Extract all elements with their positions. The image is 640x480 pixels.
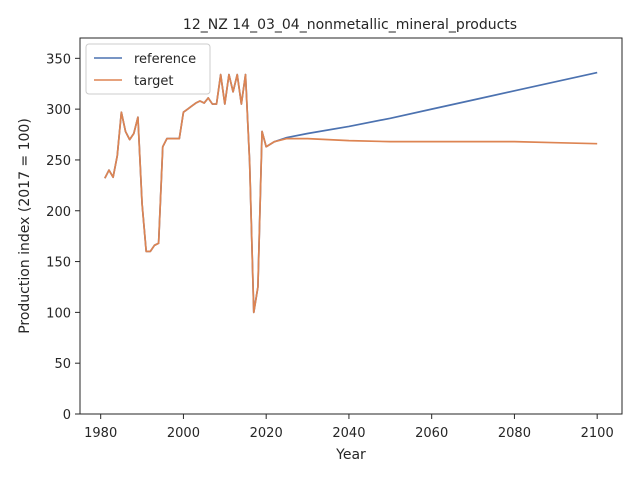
y-tick-label: 200 [46,205,71,220]
series-layer [104,71,598,314]
y-tick-label: 50 [54,357,71,372]
y-tick-label: 100 [46,306,71,321]
y-tick-label: 350 [46,52,71,67]
legend-box [85,43,211,95]
x-tick-label: 2040 [332,426,365,441]
legend: reference target [85,43,211,95]
legend-label-target: target [134,74,174,89]
y-tick-label: 300 [46,103,71,118]
chart-title: 12_NZ 14_03_04_nonmetallic_mineral_produ… [183,17,517,33]
y-axis-ticks: 0 50 100 150 200 250 300 350 [46,52,80,423]
x-tick-label: 2100 [581,426,614,441]
x-tick-label: 1980 [84,426,117,441]
x-tick-label: 2060 [415,426,448,441]
x-tick-label: 2000 [167,426,200,441]
y-tick-label: 0 [63,408,71,423]
legend-label-reference: reference [134,52,196,67]
series-line-reference [104,71,598,314]
x-tick-label: 2020 [250,426,283,441]
x-axis-ticks: 1980 2000 2020 2040 2060 2080 2100 [84,414,614,441]
series-line-target [104,73,598,314]
y-tick-label: 250 [46,154,71,169]
x-axis-label: Year [335,447,366,463]
y-axis-label: Production index (2017 = 100) [17,118,33,334]
x-tick-label: 2080 [498,426,531,441]
plot-area-frame [79,37,623,415]
y-tick-label: 150 [46,256,71,271]
